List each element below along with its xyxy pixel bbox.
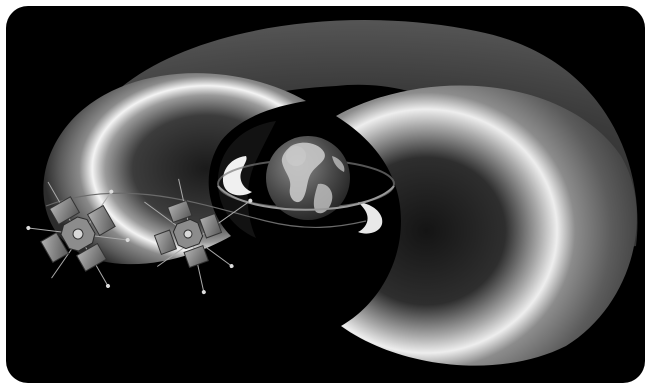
- orbit-ring-front: [217, 185, 395, 211]
- left-lobe-cavity: [217, 121, 276, 238]
- spacecraft-orbit-line: [45, 192, 367, 229]
- earth: [266, 136, 350, 220]
- inner-belt-left: [222, 156, 252, 196]
- image-frame: [6, 6, 645, 383]
- radiation-belts-illustration: [26, 20, 638, 366]
- spacecraft-left: [26, 181, 130, 288]
- spacecraft-right: [144, 178, 253, 295]
- inner-belt-right: [358, 202, 383, 234]
- outer-belt-right-lobe: [336, 85, 637, 366]
